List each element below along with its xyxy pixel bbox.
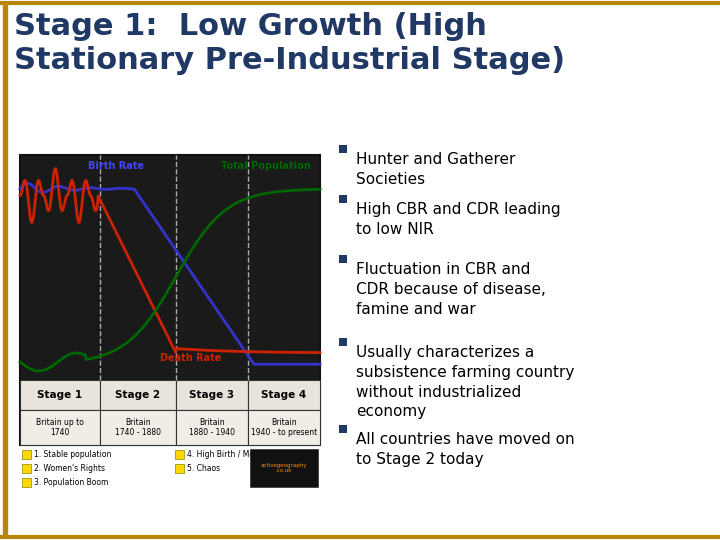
Text: Stage 1: Stage 1 [37, 390, 82, 400]
Text: 4. High Birth / Mortality rates: 4. High Birth / Mortality rates [187, 450, 300, 459]
Bar [339, 425, 347, 433]
Bar [20, 380, 99, 410]
Text: 1. Stable population: 1. Stable population [34, 450, 112, 459]
Text: Fluctuation in CBR and
CDR because of disease,
famine and war: Fluctuation in CBR and CDR because of di… [356, 262, 546, 316]
Text: Usually characterizes a
subsistence farming country
without industrialized
econo: Usually characterizes a subsistence farm… [356, 345, 575, 420]
Text: 5. Chaos: 5. Chaos [187, 464, 220, 473]
Text: Stage 2: Stage 2 [115, 390, 161, 400]
Text: 3. Population Boom: 3. Population Boom [34, 478, 109, 487]
Text: Britain
1880 - 1940: Britain 1880 - 1940 [189, 418, 235, 437]
Bar [339, 145, 347, 153]
Bar [3, 3, 7, 537]
Text: Total Population: Total Population [221, 161, 311, 171]
Text: Hunter and Gatherer
Societies: Hunter and Gatherer Societies [356, 152, 516, 187]
Bar [175, 450, 184, 459]
Bar [339, 338, 347, 346]
Text: Britain up to
1740: Britain up to 1740 [36, 418, 84, 437]
Bar [339, 255, 347, 263]
Bar [248, 410, 320, 445]
Bar [20, 410, 99, 445]
Bar [248, 380, 320, 410]
Text: Stage 1:  Low Growth (High
Stationary Pre-Industrial Stage): Stage 1: Low Growth (High Stationary Pre… [14, 12, 565, 75]
Bar [250, 449, 318, 487]
Text: High CBR and CDR leading
to low NIR: High CBR and CDR leading to low NIR [356, 202, 561, 237]
Bar [22, 478, 31, 487]
Bar [22, 450, 31, 459]
Bar [339, 195, 347, 203]
Text: Britain
1940 - to present: Britain 1940 - to present [251, 418, 317, 437]
Text: Birth Rate: Birth Rate [88, 161, 144, 171]
Bar [99, 410, 176, 445]
Bar [176, 410, 248, 445]
Text: All countries have moved on
to Stage 2 today: All countries have moved on to Stage 2 t… [356, 432, 575, 467]
Text: Stage 3: Stage 3 [189, 390, 235, 400]
Text: Britain
1740 - 1880: Britain 1740 - 1880 [114, 418, 161, 437]
Text: activegeography
.co.uk: activegeography .co.uk [261, 463, 307, 474]
Text: Stage 4: Stage 4 [261, 390, 307, 400]
Bar [99, 380, 176, 410]
Bar [175, 464, 184, 473]
Text: Death Rate: Death Rate [161, 353, 222, 363]
Bar [176, 380, 248, 410]
Bar [22, 464, 31, 473]
Bar [20, 155, 320, 445]
Text: 2. Women's Rights: 2. Women's Rights [34, 464, 105, 473]
